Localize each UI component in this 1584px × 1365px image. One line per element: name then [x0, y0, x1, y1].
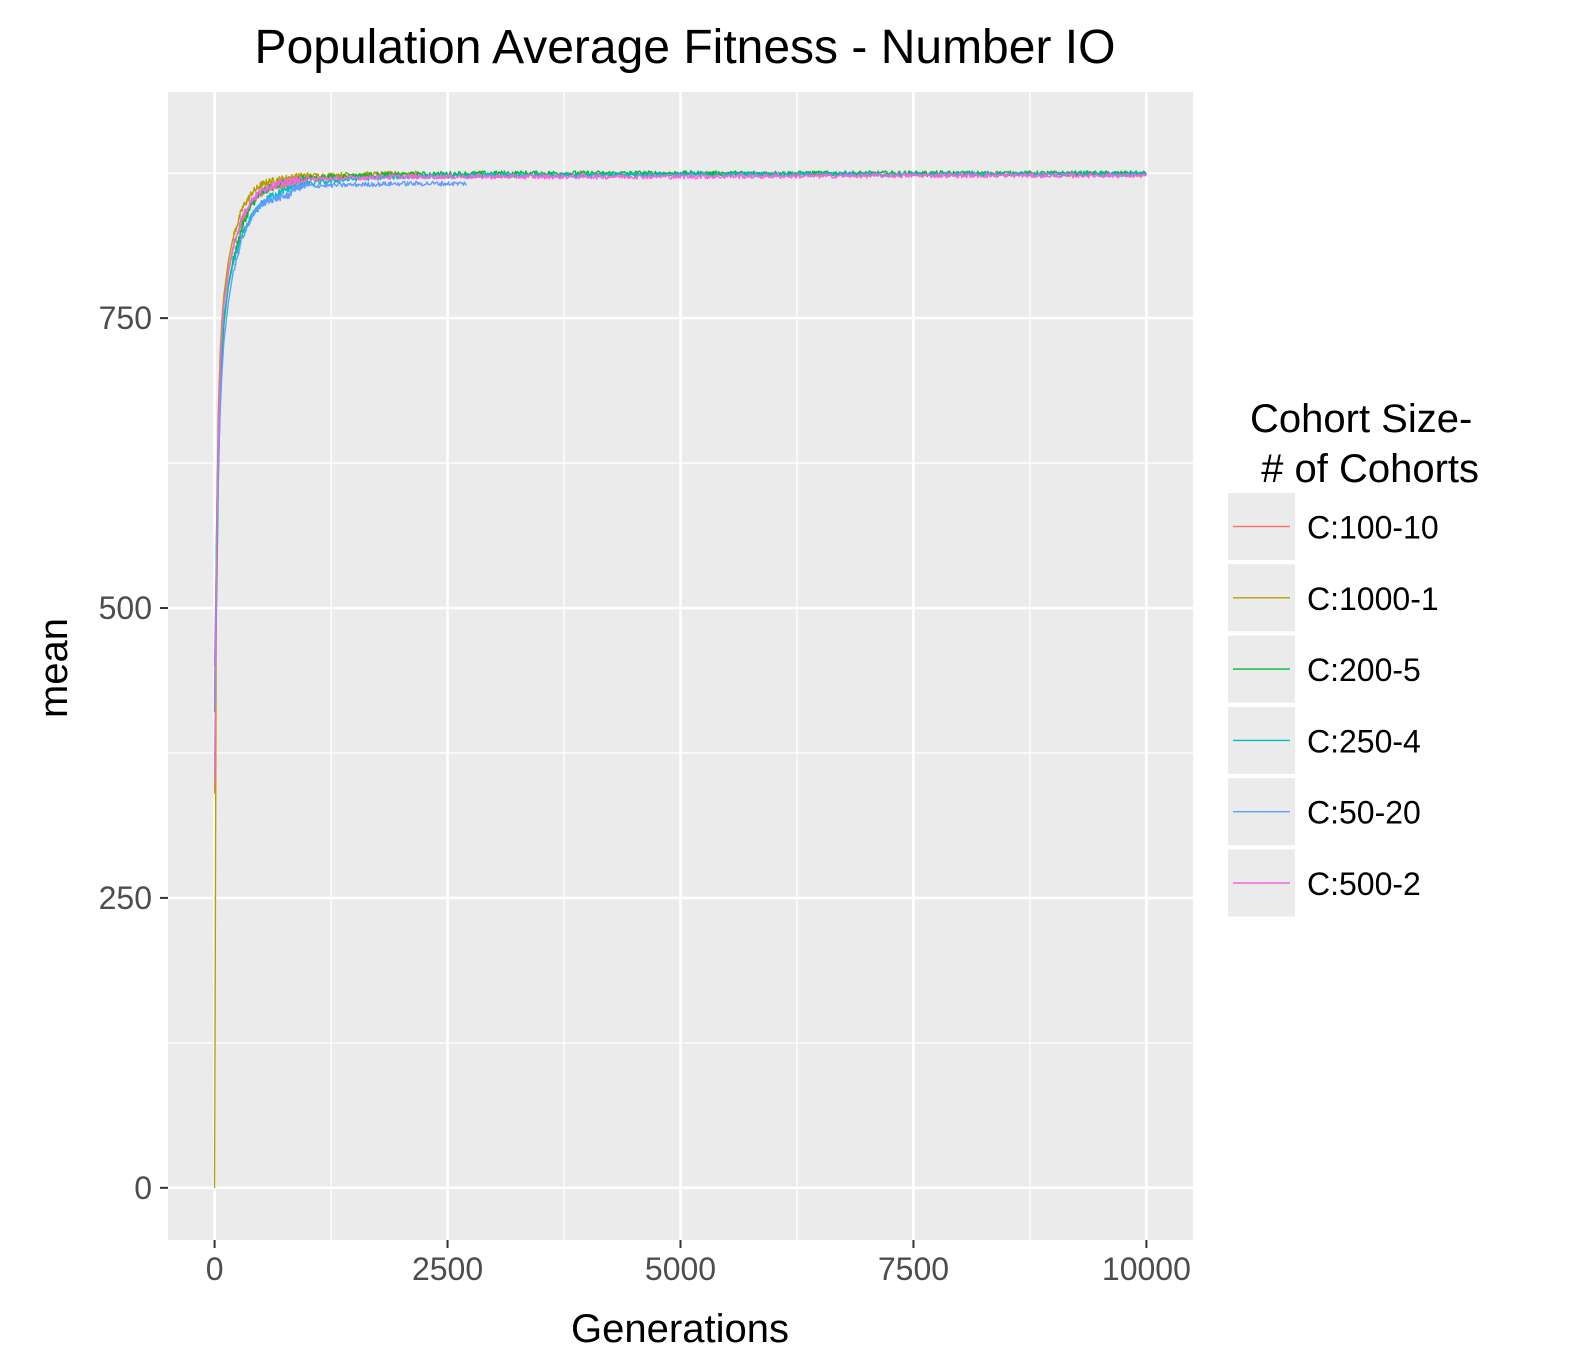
legend-title-line-2: # of Cohorts	[1250, 447, 1479, 491]
x-axis-title: Generations	[571, 1307, 789, 1351]
legend-items: C:100-10 C:1000-1 C:200-5 C:250-4 C:50-20 C:5…	[1228, 493, 1439, 917]
legend-title-line-1: Cohort Size-	[1250, 397, 1472, 441]
chart-title: Population Average Fitness - Number IO	[255, 21, 1116, 74]
series-line-4	[213, 180, 467, 667]
legend: Cohort Size- # of Cohorts C:100-10 C:1000…	[1228, 397, 1479, 917]
series-line-5	[213, 172, 1148, 782]
y-tick-label: 250	[99, 880, 152, 916]
legend-label: C:50-20	[1307, 795, 1421, 831]
series-lines	[213, 170, 1148, 1188]
x-tick-label: 0	[206, 1251, 224, 1287]
legend-label: C:100-10	[1307, 510, 1439, 546]
y-tick-label: 500	[99, 590, 152, 626]
y-tick-label: 0	[134, 1170, 152, 1206]
legend-label: C:250-4	[1307, 723, 1421, 759]
legend-label: C:1000-1	[1307, 581, 1439, 617]
legend-label: C:200-5	[1307, 652, 1421, 688]
x-tick-label: 7500	[878, 1251, 949, 1287]
axis-ticks	[160, 317, 1148, 1248]
y-axis-title: mean	[32, 618, 76, 718]
x-tick-label: 2500	[412, 1251, 483, 1287]
x-tick-label: 10000	[1102, 1251, 1191, 1287]
x-tick-label: 5000	[645, 1251, 716, 1287]
legend-label: C:500-2	[1307, 866, 1421, 902]
y-tick-label: 750	[99, 300, 152, 336]
x-tick-labels: 0 2500 5000 7500 10000	[206, 1251, 1191, 1287]
y-tick-labels: 0 250 500 750	[99, 300, 152, 1206]
series-line-2	[213, 170, 1147, 713]
major-gridlines	[168, 92, 1193, 1240]
